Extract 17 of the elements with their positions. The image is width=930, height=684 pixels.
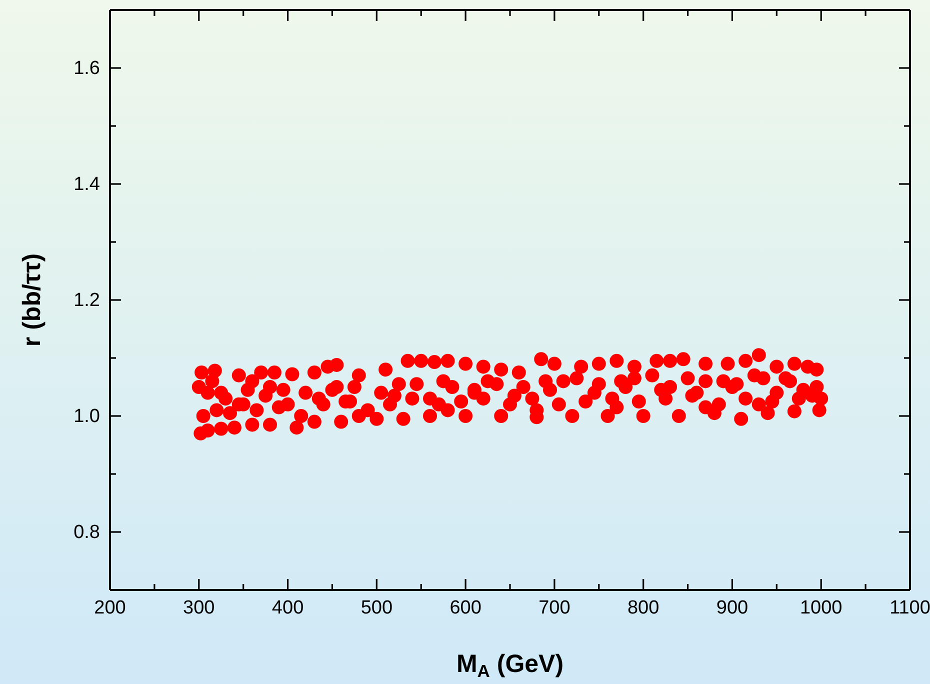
x-tick-label: 700	[538, 597, 570, 618]
x-tick-label: 800	[627, 597, 660, 618]
x-tick-label: 200	[94, 597, 126, 618]
x-tick-label: 500	[360, 597, 393, 618]
x-tick-label: 300	[183, 597, 215, 618]
y-tick-label: 0.8	[74, 522, 100, 544]
x-tick-label: 1000	[800, 597, 842, 618]
y-axis-title: r (bb/ττ)	[18, 253, 46, 347]
x-tick-label: 600	[450, 597, 482, 618]
y-tick-label: 1.2	[74, 290, 100, 312]
y-tick-label: 1.4	[74, 174, 100, 196]
y-tick-label: 1.6	[74, 58, 100, 80]
x-tick-label: 1100	[890, 597, 930, 618]
y-tick-label: 1.0	[74, 406, 100, 428]
x-axis-title: M$_{A}$ (GeV)	[456, 650, 564, 682]
x-tick-label: 900	[716, 597, 748, 618]
x-tick-label: 400	[272, 597, 304, 618]
